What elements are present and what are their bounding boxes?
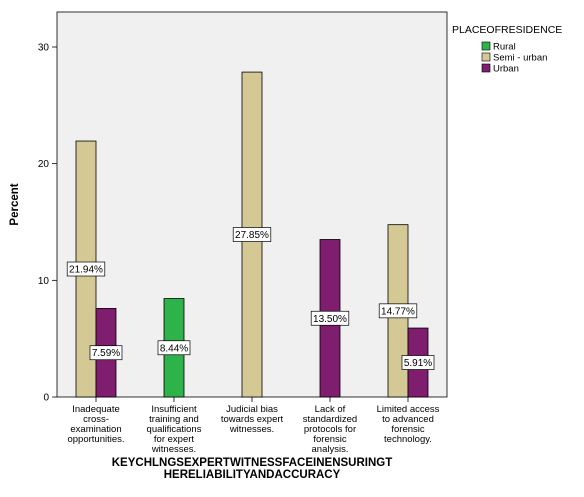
data-labels: 21.94% 7.59% 8.44% 27.85% 13.50% 14.77% 5.91% — [66, 227, 435, 370]
data-label-box — [89, 345, 123, 361]
x-tick-label: Judicial bias towards expert witnesses. — [221, 404, 284, 435]
x-tick-label: Limited access to advanced forensic technol… — [377, 404, 440, 445]
data-label-box — [401, 355, 435, 370]
data-label: 7.59% — [89, 345, 123, 361]
x-tick-label: Lack of standardized protocols for forensic… — [303, 404, 357, 455]
y-axis-title: Percent — [9, 183, 21, 225]
x-axis-title: KEYCHLNGSEXPERTWITNESSFACEINENSURINGTHER… — [112, 457, 393, 481]
data-label: 13.50% — [310, 310, 350, 326]
data-label-text: 21.94% — [69, 265, 103, 276]
legend-swatch — [481, 52, 491, 62]
y-axis: 0 10 20 30 — [38, 43, 57, 404]
legend-swatch — [481, 63, 491, 73]
x-axis-title-line: HERELIABILITYANDACCURACY — [164, 469, 341, 481]
x-axis-title-line: KEYCHLNGSEXPERTWITNESSFACEINENSURINGT — [112, 457, 393, 469]
y-tick-label: 10 — [38, 276, 50, 287]
legend-item: Urban — [481, 63, 519, 75]
x-tick-label: Insufficient training and qualifications fo… — [147, 404, 202, 455]
legend-title: PLACEOFRESIDENCE — [452, 24, 562, 36]
legend-label: Rural — [493, 42, 516, 53]
data-label-text: 8.44% — [160, 343, 188, 354]
data-label-box — [157, 340, 191, 356]
legend-label: Semi - urban — [493, 53, 547, 64]
legend-item: Semi - urban — [481, 52, 547, 64]
x-tick-label: Inadequate cross-examination opportunities… — [67, 404, 124, 445]
data-label-text: 13.50% — [313, 314, 347, 325]
data-label: 14.77% — [378, 303, 418, 319]
legend-swatch — [481, 41, 491, 51]
x-axis: Inadequate cross-examination opportunities… — [67, 397, 440, 455]
data-label-box — [310, 310, 350, 326]
data-label: 8.44% — [157, 340, 191, 356]
data-label-text: 7.59% — [92, 348, 120, 359]
data-label-text: 27.85% — [235, 230, 269, 241]
data-label: 5.91% — [401, 355, 435, 370]
data-label-box — [232, 227, 272, 242]
legend-label: Urban — [493, 64, 519, 75]
data-label: 27.85% — [232, 227, 272, 242]
data-label-box — [378, 303, 418, 319]
data-label-box — [66, 261, 106, 277]
y-tick-label: 0 — [43, 393, 49, 404]
data-label-text: 14.77% — [381, 306, 415, 317]
data-label: 21.94% — [66, 261, 106, 277]
y-tick-label: 20 — [38, 159, 50, 170]
data-label-text: 5.91% — [404, 358, 432, 369]
y-tick-label: 30 — [38, 43, 50, 54]
legend-item: Rural — [481, 41, 516, 53]
